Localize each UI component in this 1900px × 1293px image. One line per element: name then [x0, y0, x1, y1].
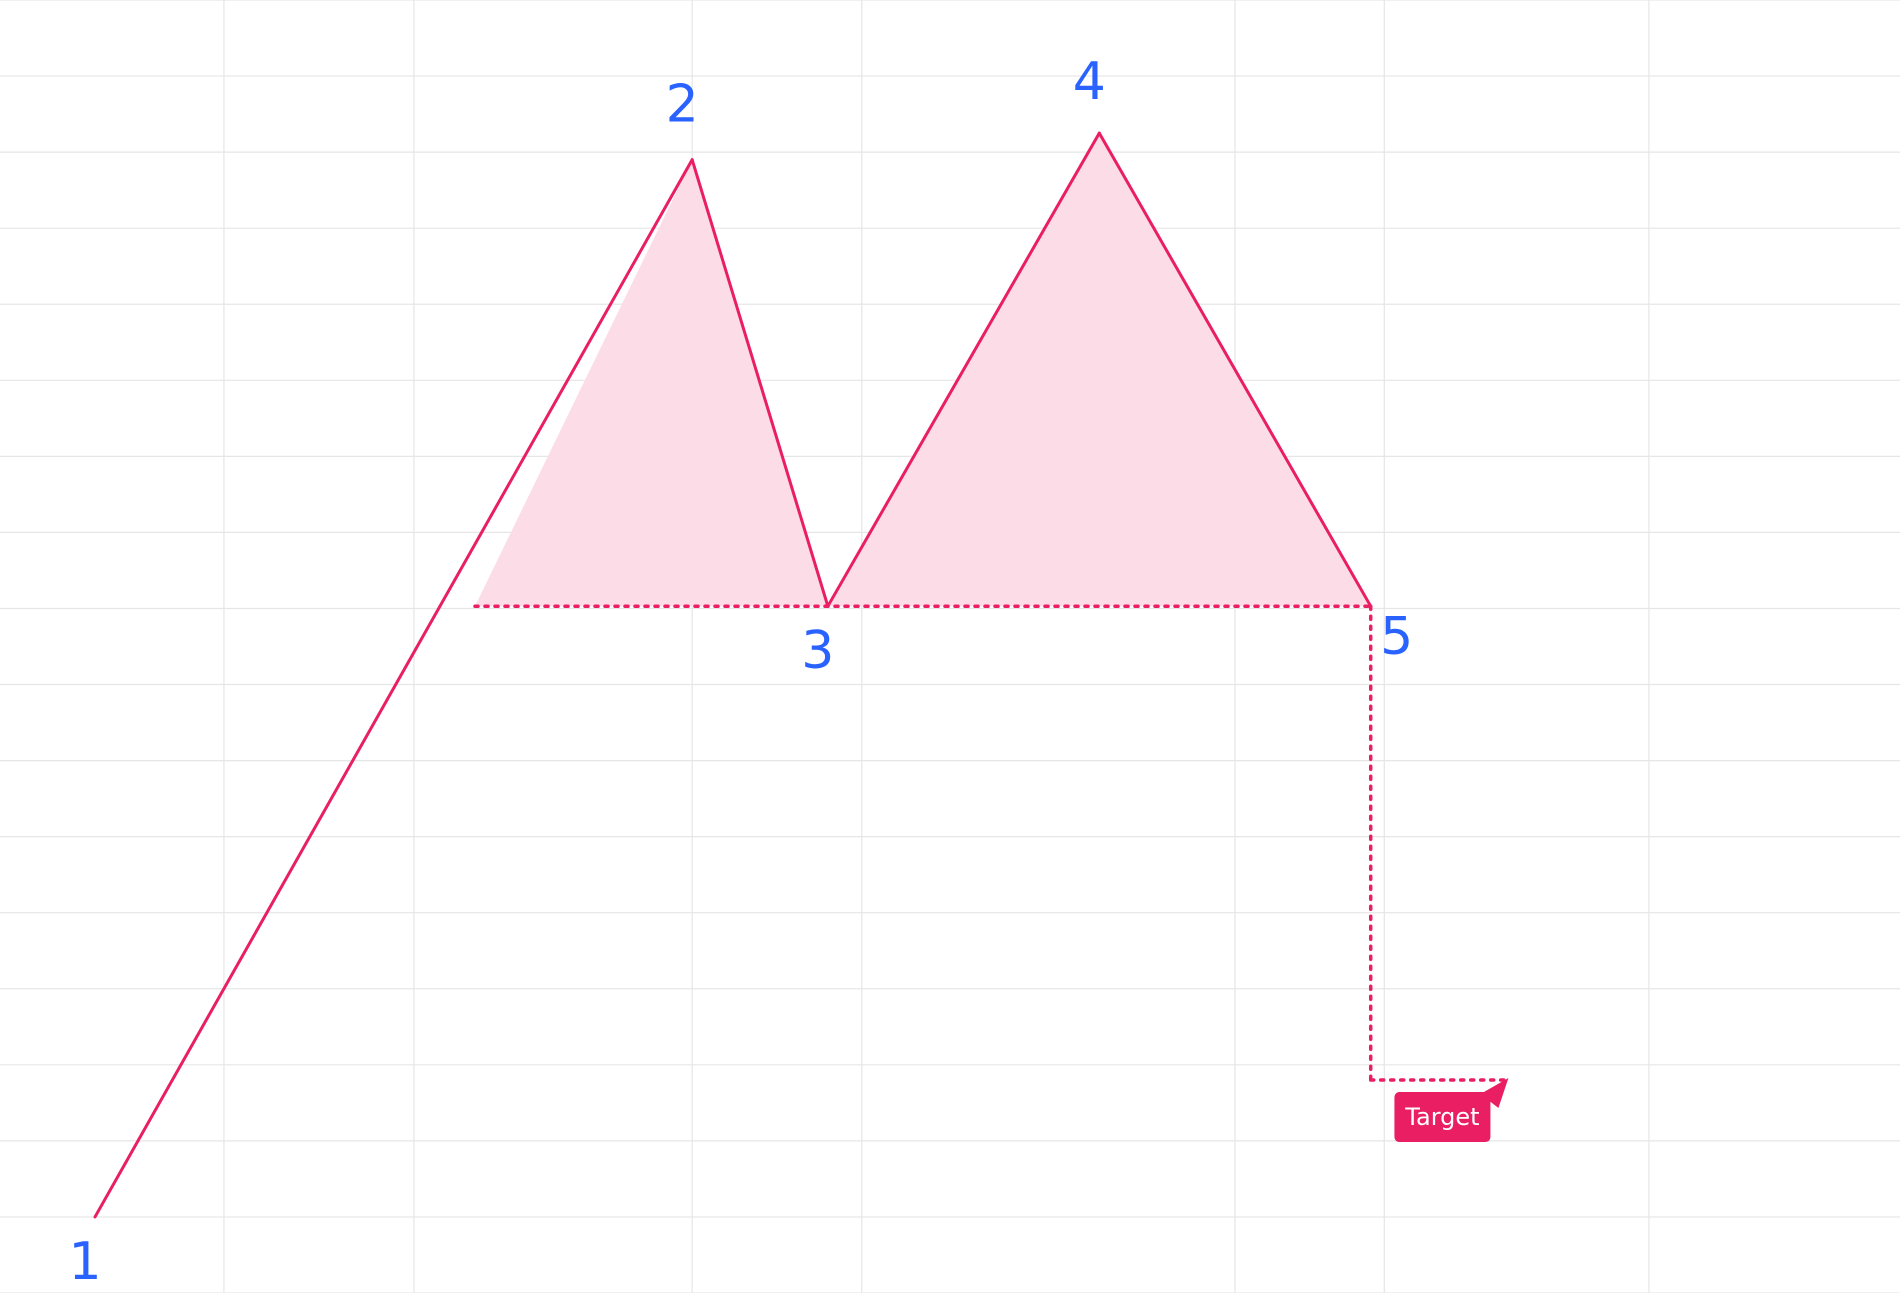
point-label-2: 2: [666, 75, 699, 135]
peak-1-fill: [475, 159, 828, 607]
pattern-fill: [475, 133, 1371, 607]
pattern-segment: [93, 158, 694, 1219]
target-badge: [1394, 1092, 1491, 1143]
point-label-3: 3: [801, 621, 834, 681]
target-label: Target: [1404, 1103, 1479, 1131]
point-labels: 1 2 3 4 5: [68, 52, 1413, 1292]
pattern-lines: [93, 131, 1509, 1219]
point-label-4: 4: [1073, 52, 1106, 112]
target-marker: Target: [1394, 1078, 1509, 1143]
target-pointer: [1480, 1078, 1509, 1109]
point-label-5: 5: [1380, 607, 1413, 667]
peak-2-fill: [827, 133, 1371, 607]
pattern-segment: [1097, 131, 1373, 608]
pattern-segment: [826, 131, 1101, 608]
pattern-segment: [690, 158, 830, 608]
point-label-1: 1: [68, 1232, 101, 1292]
